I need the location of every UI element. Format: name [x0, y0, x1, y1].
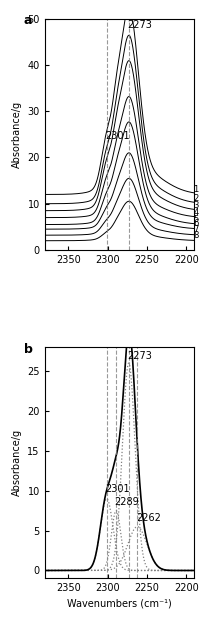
Text: 3: 3: [193, 201, 199, 210]
Text: 2301: 2301: [105, 131, 130, 141]
Text: 8: 8: [193, 231, 199, 240]
Text: 2: 2: [193, 194, 198, 203]
Y-axis label: Absorbance/g: Absorbance/g: [12, 429, 22, 496]
Text: 4: 4: [193, 208, 198, 216]
Text: 2273: 2273: [127, 20, 152, 30]
Text: b: b: [24, 343, 33, 356]
Text: 6: 6: [193, 219, 199, 228]
Text: 2301: 2301: [105, 485, 130, 494]
Text: 5: 5: [193, 215, 198, 224]
Text: 2289: 2289: [115, 497, 139, 507]
Text: a: a: [24, 14, 32, 27]
Text: 2273: 2273: [127, 351, 152, 361]
Text: 7: 7: [193, 225, 199, 234]
Text: 1: 1: [193, 185, 198, 193]
Text: 2262: 2262: [136, 513, 161, 523]
X-axis label: Wavenumbers (cm⁻¹): Wavenumbers (cm⁻¹): [67, 599, 172, 609]
Y-axis label: Absorbance/g: Absorbance/g: [12, 101, 22, 168]
